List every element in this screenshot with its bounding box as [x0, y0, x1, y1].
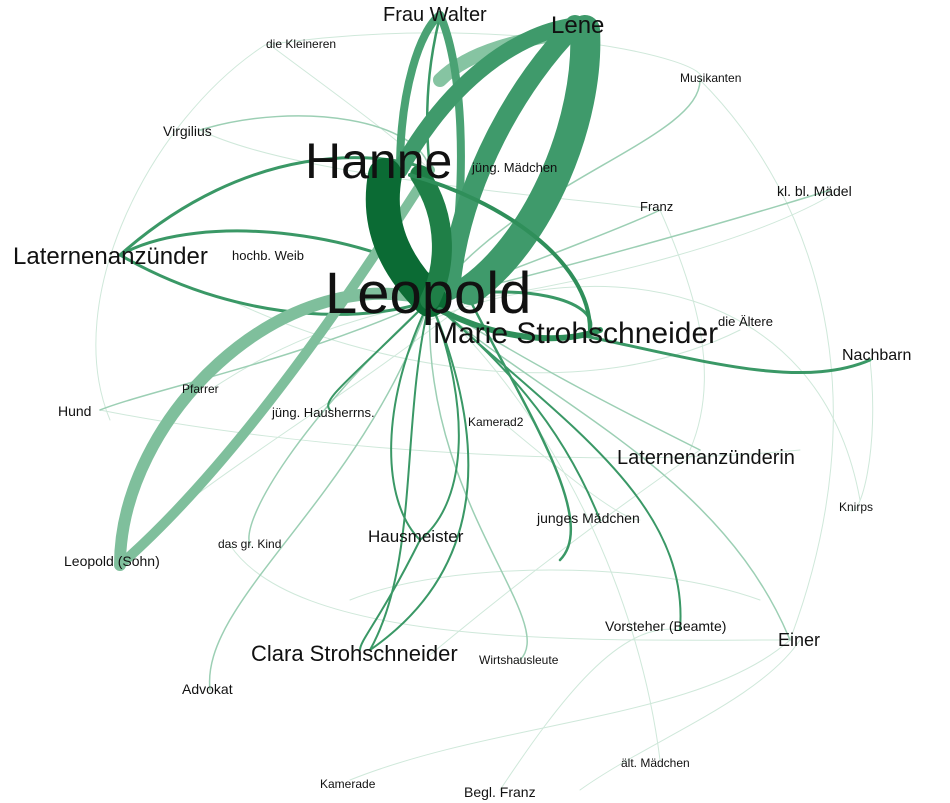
node-knirps[interactable]: Knirps — [839, 500, 873, 514]
node-musikanten[interactable]: Musikanten — [680, 71, 741, 85]
node-advokat[interactable]: Advokat — [182, 681, 233, 697]
edge — [428, 299, 528, 661]
edge — [429, 449, 701, 656]
edge — [359, 539, 421, 651]
edge — [390, 299, 431, 541]
node-begl-franz[interactable]: Begl. Franz — [464, 784, 536, 800]
edge-hanne-leopold-2 — [410, 165, 452, 310]
node-labels: Leopold Hanne Marie Strohschneider Lene … — [13, 4, 911, 800]
node-die-aeltere[interactable]: die Ältere — [718, 314, 773, 329]
edge — [579, 639, 801, 791]
edge — [208, 299, 431, 691]
node-junges-maedchen[interactable]: junges Mädchen — [536, 510, 640, 526]
edge — [499, 628, 681, 791]
edge — [369, 299, 470, 651]
edge — [199, 115, 431, 171]
node-kamerade[interactable]: Kamerade — [320, 777, 376, 791]
edge-leopold-marie — [437, 307, 603, 342]
node-hochb-weib[interactable]: hochb. Weib — [232, 248, 304, 263]
node-clara-strohschneider[interactable]: Clara Strohschneider — [251, 641, 458, 666]
edge — [327, 299, 431, 411]
node-alt-maedchen[interactable]: ält. Mädchen — [621, 756, 690, 770]
edge-hanne-leopold — [365, 158, 447, 317]
node-jung-maedchen[interactable]: jüng. Mädchen — [471, 160, 557, 175]
edge-hanne-marie — [408, 173, 592, 332]
edge — [469, 189, 841, 301]
node-lene[interactable]: Lene — [551, 12, 604, 39]
node-leopold-sohn[interactable]: Leopold (Sohn) — [64, 553, 160, 569]
edge — [699, 79, 834, 641]
node-laternenanzuenderin[interactable]: Laternenanzünderin — [617, 447, 795, 469]
edge — [499, 419, 641, 521]
node-einer[interactable]: Einer — [778, 630, 820, 650]
edge-leopold-lene — [455, 15, 601, 305]
node-vorsteher[interactable]: Vorsteher (Beamte) — [605, 618, 726, 634]
edge — [99, 299, 431, 411]
node-frau-walter[interactable]: Frau Walter — [383, 4, 487, 26]
node-wirtshausleute[interactable]: Wirtshausleute — [479, 653, 559, 667]
strong-edges — [114, 11, 603, 571]
node-kl-bl-maedel[interactable]: kl. bl. Mädel — [777, 183, 852, 199]
edge — [95, 44, 266, 421]
edge — [429, 299, 601, 521]
node-virgilius[interactable]: Virgilius — [163, 123, 212, 139]
edge — [659, 209, 705, 451]
edge — [429, 79, 701, 301]
node-nachbarn[interactable]: Nachbarn — [842, 347, 911, 364]
edge — [229, 544, 791, 641]
edge — [369, 299, 431, 651]
node-das-gr-kind[interactable]: das gr. Kind — [218, 537, 281, 551]
edge-leopold-lene-inner — [440, 15, 585, 300]
edge — [269, 44, 431, 171]
edge — [349, 569, 761, 601]
node-franz[interactable]: Franz — [640, 199, 673, 214]
node-hund[interactable]: Hund — [58, 403, 91, 419]
edge-hanne-frau-walter — [396, 11, 444, 174]
edge — [468, 298, 572, 562]
node-leopold[interactable]: Leopold — [325, 261, 531, 326]
node-hanne[interactable]: Hanne — [305, 133, 452, 189]
edge-hanne-lene — [392, 17, 588, 178]
node-die-kleineren[interactable]: die Kleineren — [266, 37, 336, 51]
node-laternenanzuender[interactable]: Laternenanzünder — [13, 243, 208, 270]
edge — [429, 299, 661, 761]
edge — [578, 333, 872, 375]
node-kamerad2[interactable]: Kamerad2 — [468, 415, 524, 429]
node-hausmeister[interactable]: Hausmeister — [368, 527, 464, 546]
node-pfarrer[interactable]: Pfarrer — [182, 382, 219, 396]
edge-leopold-leopold-sohn — [114, 287, 436, 571]
edge — [849, 359, 874, 512]
edge — [419, 299, 460, 541]
light-edges — [99, 79, 831, 691]
faint-edges — [95, 32, 874, 791]
edge — [229, 299, 741, 374]
edge — [429, 299, 791, 641]
node-marie-strohschneider[interactable]: Marie Strohschneider — [433, 317, 718, 350]
edge — [349, 639, 791, 781]
node-jung-hausherrns[interactable]: jüng. Hausherrns. — [271, 405, 375, 420]
